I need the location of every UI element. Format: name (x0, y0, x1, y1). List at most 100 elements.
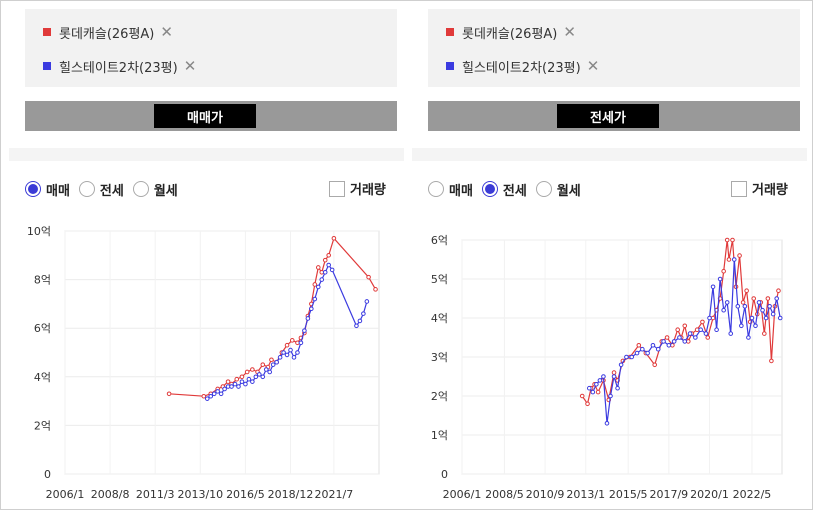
data-point (229, 384, 234, 389)
data-point (319, 277, 325, 282)
close-icon[interactable]: ✕ (586, 57, 600, 75)
data-point (166, 391, 172, 397)
data-point (244, 369, 250, 375)
y-tick-label: 0 (441, 468, 448, 481)
radio-monthly[interactable]: 월세 (132, 180, 178, 199)
data-point (774, 296, 779, 301)
legend-label: 힐스테이트2차(23평) (462, 60, 581, 76)
x-tick-label: 2006/1 (443, 488, 482, 501)
data-point (232, 381, 238, 387)
data-point (288, 347, 293, 353)
data-point (215, 389, 220, 394)
data-point (357, 318, 363, 324)
data-point (239, 379, 245, 384)
data-point (326, 262, 331, 268)
data-point (277, 355, 283, 360)
mode-bar: 매매가 (25, 101, 397, 131)
data-point (756, 300, 762, 305)
close-icon[interactable]: ✕ (563, 23, 576, 41)
x-tick-label: 2013/1 (566, 488, 605, 501)
data-point (269, 357, 274, 363)
data-point (739, 323, 744, 329)
legend-swatch-red (43, 28, 51, 36)
jeonse-price-button[interactable]: 전세가 (557, 104, 659, 128)
radio-sale[interactable]: 매매 (25, 180, 70, 199)
x-tick-label: 2010/9 (526, 488, 565, 501)
checkbox-label: 거래량 (350, 183, 386, 198)
data-point (721, 268, 726, 274)
radio-jeonse[interactable]: 전세 (78, 180, 124, 199)
sale-price-button[interactable]: 매매가 (154, 104, 256, 128)
volume-checkbox[interactable]: 거래량 (731, 179, 788, 198)
legend-label: 힐스테이트2차(23평) (59, 60, 178, 76)
data-point (201, 393, 207, 399)
legend-label: 롯데캐슬(26평A) (59, 26, 155, 42)
divider (9, 148, 404, 161)
data-point (326, 253, 331, 258)
legend-item-hillstate: 힐스테이트2차(23평) ✕ (446, 56, 599, 76)
data-point (671, 339, 677, 344)
radio-checked-icon[interactable] (481, 181, 498, 197)
radio-unchecked-icon[interactable] (535, 181, 552, 197)
data-point (677, 335, 682, 340)
data-point (312, 296, 318, 302)
radio-unchecked-icon[interactable] (78, 181, 95, 197)
data-point (595, 389, 601, 395)
data-point (760, 307, 765, 313)
data-point (737, 253, 742, 258)
radio-unchecked-icon[interactable] (132, 181, 149, 197)
radio-checked-icon[interactable] (25, 181, 41, 197)
data-point (243, 381, 248, 387)
close-icon[interactable]: ✕ (183, 57, 197, 75)
volume-checkbox[interactable]: 거래량 (329, 179, 386, 198)
radio-jeonse[interactable]: 전세 (481, 180, 527, 199)
data-point (579, 393, 585, 399)
data-point (236, 384, 241, 389)
data-point (705, 335, 711, 340)
x-tick-label: 2018/12 (268, 488, 314, 501)
legend-item-hillstate: 힐스테이트2차(23평) ✕ (43, 56, 196, 76)
data-point (373, 287, 378, 292)
radio-monthly[interactable]: 월세 (535, 180, 581, 199)
data-point (762, 331, 767, 336)
data-point (289, 338, 295, 343)
data-point (767, 304, 772, 309)
data-point (776, 288, 781, 293)
data-point (260, 374, 266, 380)
y-tick-label: 8억 (34, 274, 51, 287)
data-point (604, 421, 610, 426)
data-point (594, 382, 599, 387)
data-point (721, 307, 726, 313)
data-point (765, 296, 771, 301)
data-point (744, 288, 749, 293)
series-line-hillstate (206, 263, 368, 400)
data-point (652, 362, 658, 368)
data-point (742, 304, 748, 309)
radio-unchecked-icon[interactable] (428, 181, 444, 197)
data-point (222, 386, 227, 392)
data-point (640, 346, 645, 352)
y-tick-label: 2억 (431, 390, 448, 403)
y-tick-label: 0 (44, 468, 51, 481)
legend-box: 롯데캐슬(26평A) ✕ 힐스테이트2차(23평) ✕ (25, 9, 397, 87)
legend-swatch-blue (43, 62, 51, 70)
close-icon[interactable]: ✕ (160, 23, 173, 41)
data-point (707, 315, 712, 321)
data-point (608, 393, 613, 399)
deal-type-radio-group: 매매 전세 월세 (25, 179, 187, 199)
checkbox-icon[interactable] (329, 180, 345, 197)
radio-sale[interactable]: 매매 (428, 180, 473, 199)
radio-label: 전세 (99, 183, 124, 199)
data-point (354, 323, 359, 329)
checkbox-icon[interactable] (731, 180, 747, 197)
data-point (281, 350, 286, 355)
data-point (714, 327, 719, 332)
sale-price-panel: 롯데캐슬(26평A) ✕ 힐스테이트2차(23평) ✕ 매매가 매매 전세 (1, 1, 404, 509)
data-point (267, 369, 273, 375)
x-tick-label: 2021/7 (315, 488, 354, 501)
data-point (364, 299, 370, 304)
data-point (302, 328, 307, 333)
data-point (295, 350, 300, 355)
data-point (629, 354, 635, 360)
